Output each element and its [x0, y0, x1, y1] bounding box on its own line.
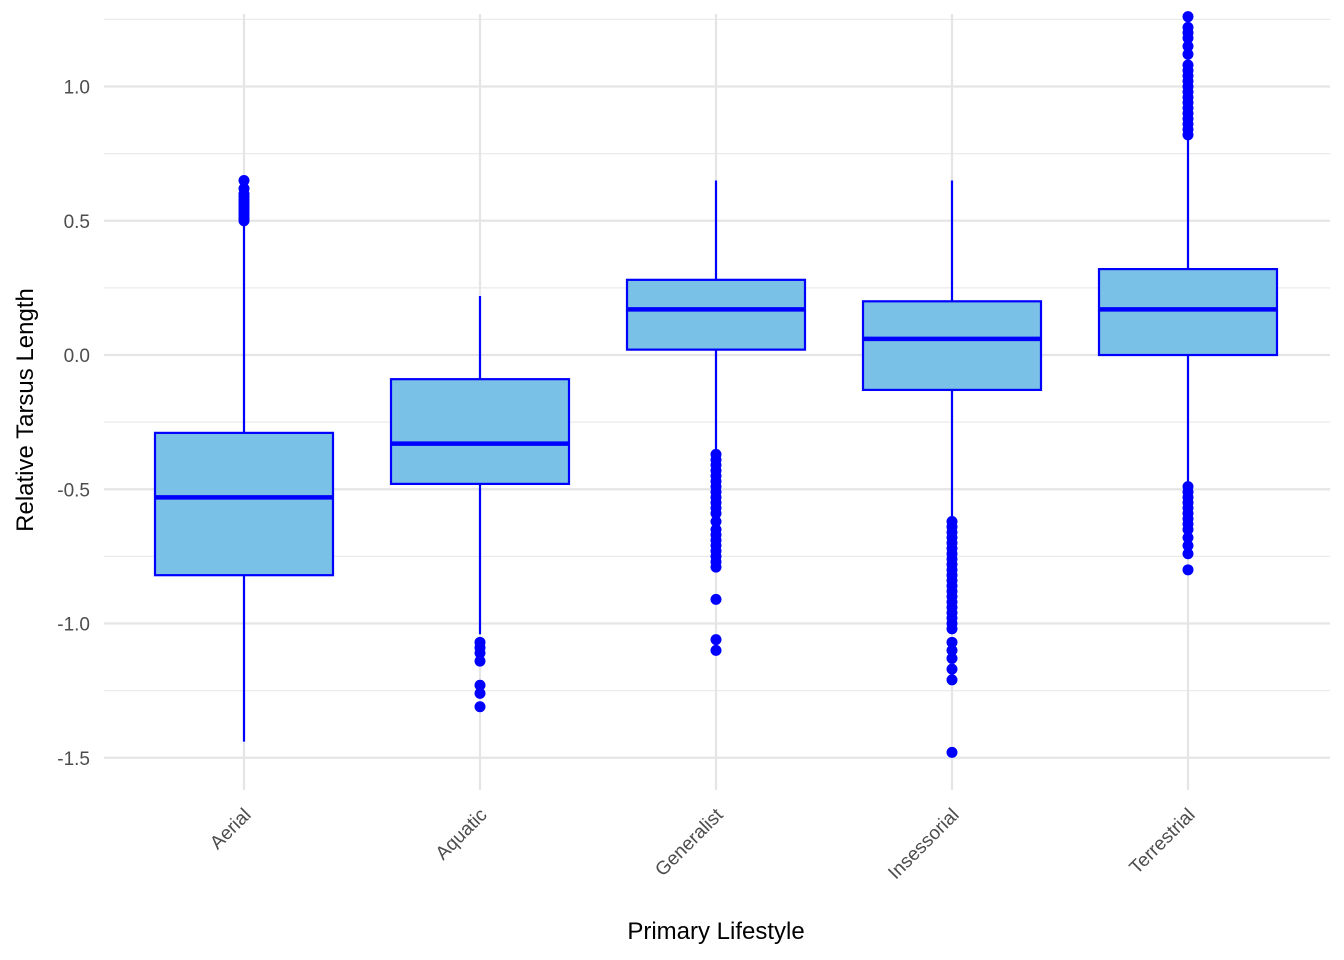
outlier-point — [238, 174, 250, 186]
y-tick-label: 0.0 — [64, 346, 90, 367]
interquartile-box — [389, 378, 571, 485]
outlier-point — [1182, 524, 1194, 536]
outlier-point — [946, 746, 958, 758]
outlier-point — [710, 593, 722, 605]
outlier-point — [1182, 564, 1194, 576]
interquartile-box — [1097, 267, 1279, 357]
outlier-point — [474, 701, 486, 713]
x-tick-label: Terrestrial — [1126, 805, 1200, 879]
outlier-point — [946, 623, 958, 635]
outlier-point — [1182, 11, 1194, 23]
outlier-point — [238, 183, 250, 195]
outlier-point — [710, 644, 722, 656]
box-generalist — [625, 180, 807, 656]
outlier-point — [946, 663, 958, 675]
outlier-point — [1182, 548, 1194, 560]
x-tick-label: Aquatic — [432, 805, 492, 865]
y-tick-label: -1.5 — [57, 749, 90, 770]
y-tick-label: 1.0 — [64, 77, 90, 98]
interquartile-box — [625, 278, 807, 351]
x-axis-tick-labels: Aerial Aquatic Generalist Insessorial Terres… — [206, 804, 1199, 884]
interquartile-box — [861, 300, 1043, 392]
y-tick-label: -1.0 — [57, 615, 90, 636]
x-tick-label: Generalist — [651, 804, 728, 881]
outlier-point — [474, 679, 486, 691]
x-tick-label: Insessorial — [884, 805, 963, 884]
box-aquatic — [389, 295, 571, 713]
x-axis-title: Primary Lifestyle — [627, 918, 804, 945]
outlier-point — [710, 515, 722, 527]
outlier-point — [474, 687, 486, 699]
outlier-point — [474, 647, 486, 659]
box-aerial — [153, 174, 335, 742]
x-tick-label: Aerial — [206, 805, 255, 854]
outlier-point — [1182, 21, 1194, 33]
outlier-point — [1182, 540, 1194, 552]
outlier-point — [710, 507, 722, 519]
outlier-point — [1182, 59, 1194, 71]
y-axis-tick-labels: -1.5 -1.0 -0.5 0.0 0.5 1.0 — [57, 77, 90, 769]
outlier-point — [946, 644, 958, 656]
outlier-point — [1182, 40, 1194, 52]
outlier-point — [710, 634, 722, 646]
box-insessorial — [861, 180, 1043, 758]
outlier-point — [946, 674, 958, 686]
outlier-point — [946, 652, 958, 664]
y-tick-label: -0.5 — [57, 480, 90, 501]
outlier-point — [474, 655, 486, 667]
outlier-point — [710, 561, 722, 573]
interquartile-box — [153, 431, 335, 577]
outlier-point — [1182, 48, 1194, 60]
box-terrestrial — [1097, 11, 1279, 576]
box-plots — [153, 11, 1279, 758]
outlier-point — [946, 636, 958, 648]
y-tick-label: 0.5 — [64, 212, 90, 233]
y-axis-title: Relative Tarsus Length — [12, 288, 39, 532]
outlier-point — [1182, 532, 1194, 544]
